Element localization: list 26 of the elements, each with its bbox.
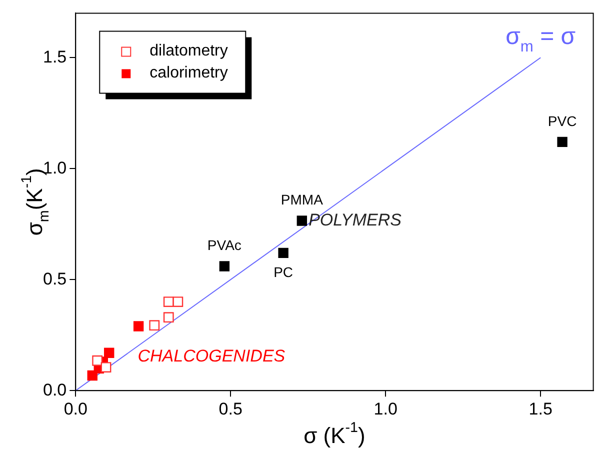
y-tick-label: 1.5 [42,47,67,66]
point [557,136,568,148]
annotation: POLYMERS [308,210,402,230]
point [296,216,308,226]
annotation: PC [274,264,294,280]
point [149,320,160,331]
annotation: PVAc [207,237,242,254]
x-tick-label: 1.0 [374,399,398,418]
x-tick-label: 0.5 [218,399,242,418]
point [163,312,174,323]
x-tick-label: 0.0 [64,399,88,418]
annotation: CHALCOGENIDES [138,346,286,366]
point [92,355,103,366]
annotation: PVC [548,112,577,129]
point [278,248,288,258]
point [219,261,230,272]
point [100,362,112,372]
point [104,348,114,358]
point [133,321,144,332]
legend-label: dilatometry [150,42,228,60]
annotation: PMMA [280,192,324,208]
point [172,296,184,307]
x-tick-label: 1.5 [528,399,552,418]
legend-label: calorimetry [150,64,228,82]
y-tick-label: 0.5 [42,269,67,288]
y-tick-label: 0.0 [42,380,67,400]
